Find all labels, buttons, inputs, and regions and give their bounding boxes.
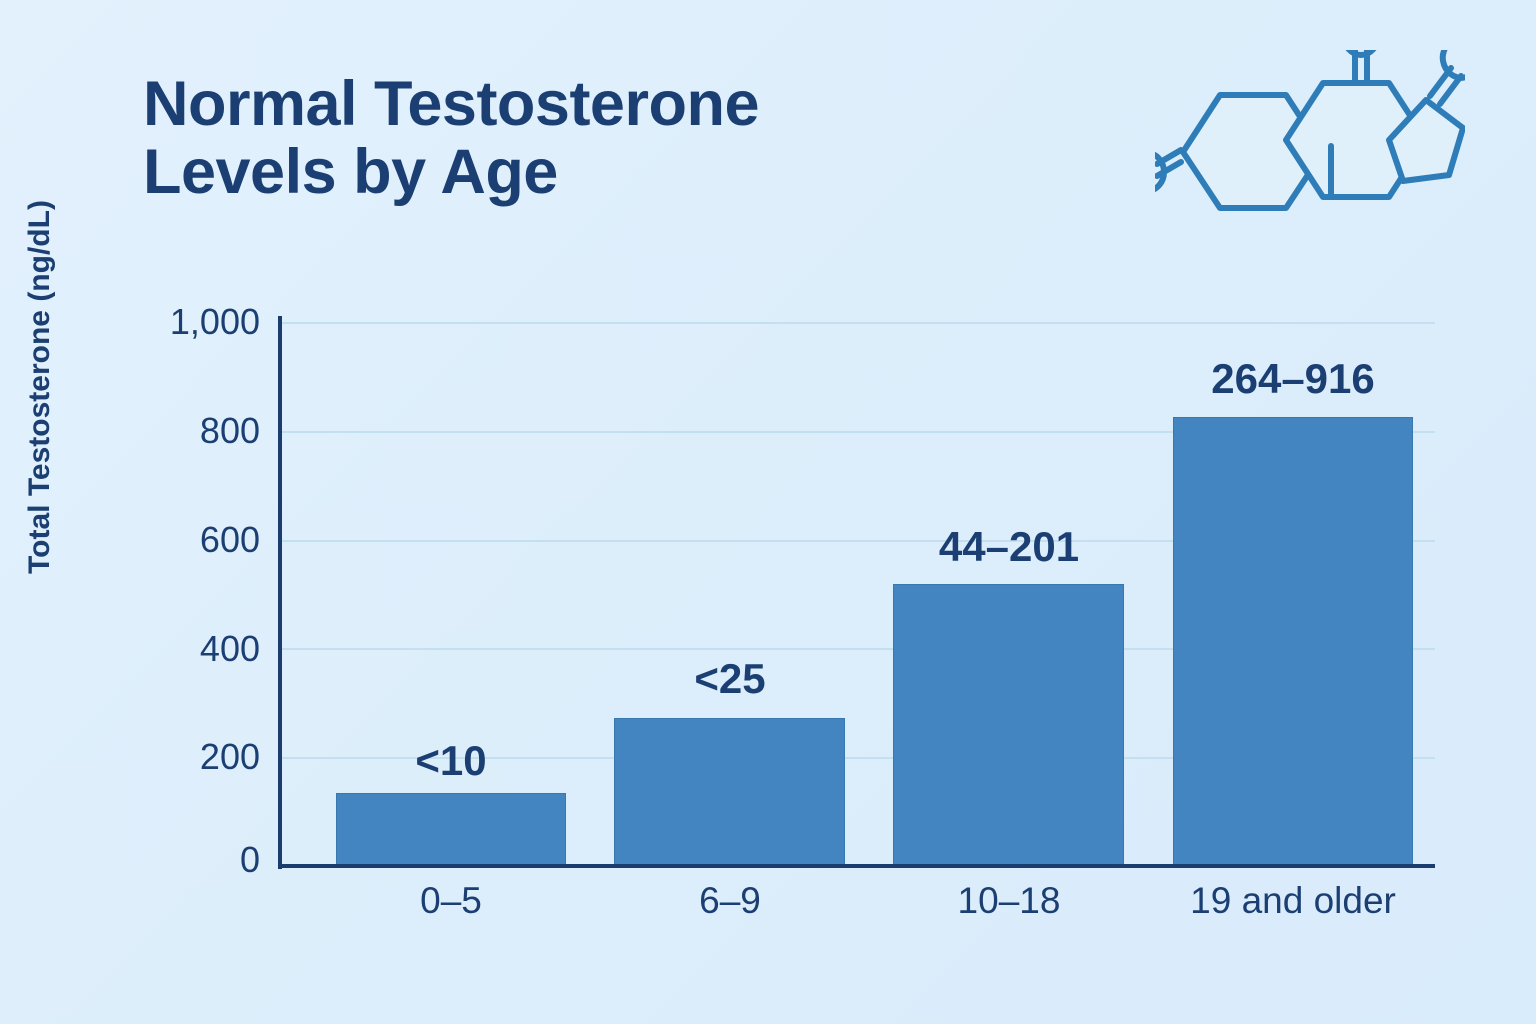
x-tick-0-5: 0–5 xyxy=(420,880,482,921)
bar-label-0-5: <10 xyxy=(415,737,487,784)
y-axis-title: Total Testosterone (ng/dL) xyxy=(23,200,56,574)
x-tick-10-18: 10–18 xyxy=(957,880,1061,921)
gridline-200 xyxy=(280,757,1435,760)
y-tick-200: 200 xyxy=(199,736,260,777)
y-tick-400: 400 xyxy=(199,628,260,669)
gridline-1000 xyxy=(280,322,1435,324)
x-axis-line xyxy=(278,864,1435,868)
y-tick-600: 600 xyxy=(199,519,260,560)
y-axis-line xyxy=(278,316,282,869)
y-tick-1000: 1,000 xyxy=(169,301,260,342)
x-tick-19-older: 19 and older xyxy=(1190,880,1396,921)
bar-10-18[interactable] xyxy=(893,584,1124,866)
bar-6-9[interactable] xyxy=(614,718,845,866)
title-line-2: Levels by Age xyxy=(143,137,558,208)
x-tick-6-9: 6–9 xyxy=(699,880,761,921)
bar-label-19-older: 264–916 xyxy=(1211,355,1375,402)
plot-area xyxy=(280,322,1435,866)
bar-label-10-18: 44–201 xyxy=(938,523,1080,570)
bar-0-5[interactable] xyxy=(336,792,566,866)
gridline-600 xyxy=(280,539,1435,542)
y-axis-tick-labels: 1,000 800 600 400 200 0 xyxy=(60,0,260,1024)
bar-19-older[interactable] xyxy=(1173,417,1413,866)
gridline-400 xyxy=(280,648,1435,651)
y-tick-800: 800 xyxy=(199,410,260,451)
gridline-800 xyxy=(280,430,1435,433)
bar-label-6-9: <25 xyxy=(694,655,766,702)
page-title: Normal Testosterone Levels by Age xyxy=(143,70,1123,206)
y-tick-0: 0 xyxy=(239,839,260,880)
title-line-1: Normal Testosterone xyxy=(143,69,759,139)
